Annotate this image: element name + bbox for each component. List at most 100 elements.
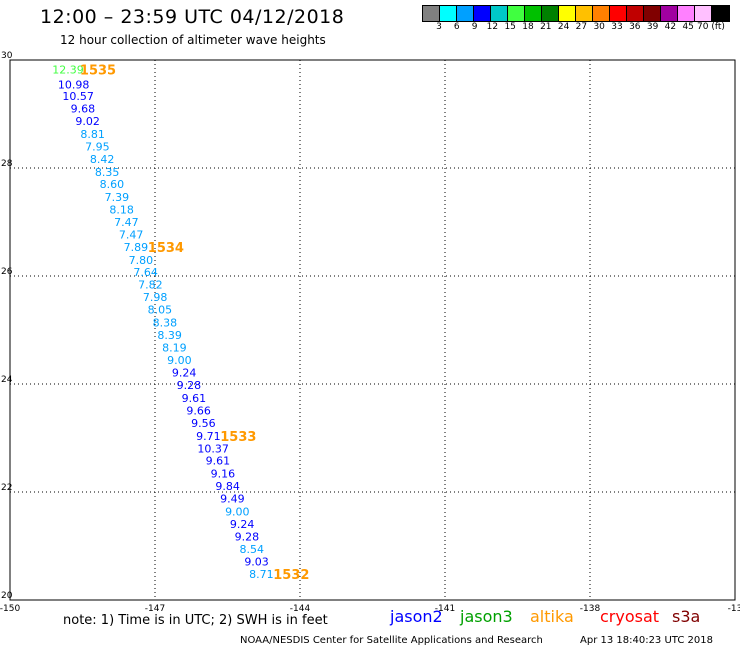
wave-height-value: 8.19 [162, 341, 187, 354]
legend-swatch [440, 6, 457, 21]
wave-height-value: 8.81 [80, 128, 105, 141]
wave-height-value: 7.98 [143, 291, 168, 304]
legend-swatch [576, 6, 593, 21]
legend-label: 39 [646, 22, 659, 32]
legend-swatch [559, 6, 576, 21]
legend-swatch [661, 6, 678, 21]
satellite-legend-item: s3a [672, 607, 701, 626]
satellite-legend-item: jason2 [390, 607, 443, 626]
legend-swatch [712, 6, 729, 21]
latitude-tick-label: 22 [1, 483, 12, 493]
wave-height-value: 9.24 [230, 518, 255, 531]
latitude-tick-label: 28 [1, 159, 13, 169]
wave-height-value: 12.39 [52, 64, 84, 77]
wave-height-value: 9.66 [186, 404, 211, 417]
wave-height-value: 9.84 [215, 480, 240, 493]
wave-height-value: 8.60 [100, 178, 125, 191]
wave-height-value: 8.42 [90, 153, 115, 166]
legend-label: 70 (ft) [697, 22, 725, 32]
wave-height-value: 7.47 [119, 228, 144, 241]
legend-label: 3 [436, 22, 442, 32]
wave-height-value: 9.16 [211, 468, 236, 481]
latitude-tick-label: 24 [1, 375, 13, 385]
wave-height-value: 9.28 [235, 530, 260, 543]
units-note: note: 1) Time is in UTC; 2) SWH is in fe… [63, 613, 328, 628]
legend-label: 18 [522, 22, 534, 32]
pass-number-label: 1533 [220, 430, 256, 445]
page-title: 12:00 – 23:59 UTC 04/12/2018 [40, 6, 345, 28]
page-subtitle: 12 hour collection of altimeter wave hei… [60, 33, 326, 47]
latitude-tick-label: 20 [1, 591, 13, 601]
legend-label: 42 [664, 22, 677, 32]
wave-height-value: 7.39 [105, 191, 130, 204]
wave-height-value: 7.82 [138, 279, 163, 292]
legend-label: 6 [453, 22, 460, 32]
legend-swatch [525, 6, 542, 21]
legend-label: 36 [629, 22, 641, 32]
color-legend-labels: 3 6 9 12 15 18 21 24 27 30 33 36 39 42 45 70 (ft) [422, 22, 740, 34]
wave-height-value: 7.47 [114, 216, 139, 229]
legend-label: 33 [611, 22, 623, 32]
satellite-legend-item: jason3 [460, 607, 513, 626]
legend-swatch [508, 6, 525, 21]
legend-label: 27 [575, 22, 588, 32]
legend-swatch [491, 6, 508, 21]
legend-swatch [423, 6, 440, 21]
legend-label: 30 [593, 22, 605, 32]
wave-height-value: 9.02 [75, 115, 100, 128]
wave-height-value: 10.37 [197, 442, 229, 455]
wave-height-value: 9.00 [225, 505, 250, 518]
wave-height-value: 9.68 [71, 103, 96, 116]
legend-label: 12 [486, 22, 499, 32]
wave-height-value: 8.39 [157, 329, 182, 342]
legend-label: 9 [471, 22, 478, 32]
color-legend-bar [422, 5, 730, 22]
timestamp-text: Apr 13 18:40:23 UTC 2018 [580, 635, 713, 646]
wave-height-value: 7.95 [85, 140, 110, 153]
wave-height-value: 9.61 [206, 455, 231, 468]
satellite-legend-item: altika [530, 607, 574, 626]
longitude-tick-label: -141 [435, 604, 455, 614]
longitude-tick-label: -147 [145, 604, 165, 614]
wave-height-value: 9.71 [196, 430, 221, 443]
longitude-tick-label: -13 [728, 604, 740, 614]
wave-height-value: 9.28 [177, 379, 202, 392]
legend-swatch [627, 6, 644, 21]
wave-height-value: 9.49 [220, 492, 245, 505]
wave-height-value: 9.03 [244, 556, 269, 569]
wave-height-value: 8.38 [153, 316, 178, 329]
legend-label: 21 [540, 22, 552, 32]
longitude-tick-label: -144 [290, 604, 311, 614]
pass-number-label: 1534 [148, 241, 184, 256]
wave-height-value: 7.89 [124, 241, 149, 254]
longitude-tick-label: -138 [580, 604, 601, 614]
legend-swatch [610, 6, 627, 21]
wave-height-value: 9.00 [167, 354, 192, 367]
pass-number-label: 1535 [80, 64, 116, 79]
legend-label: 15 [504, 22, 516, 32]
legend-swatch [542, 6, 559, 21]
wave-height-value: 8.18 [109, 204, 134, 217]
latitude-tick-label: 26 [1, 267, 13, 277]
wave-height-value: 10.98 [58, 78, 90, 91]
legend-swatch [644, 6, 661, 21]
wave-height-value: 10.57 [62, 90, 94, 103]
wave-height-value: 8.54 [240, 543, 265, 556]
legend-swatch [593, 6, 610, 21]
wave-height-value: 9.24 [172, 367, 197, 380]
wave-height-value: 7.80 [129, 254, 154, 267]
legend-swatch [695, 6, 712, 21]
wave-height-value: 8.71 [249, 568, 274, 581]
map-frame [9, 59, 736, 601]
longitude-tick-label: -150 [0, 604, 20, 614]
legend-swatch [457, 6, 474, 21]
legend-swatch [474, 6, 491, 21]
latitude-tick-label: 30 [1, 51, 13, 61]
legend-swatch [678, 6, 695, 21]
pass-number-label: 1532 [273, 568, 309, 583]
legend-label: 24 [557, 22, 570, 32]
satellite-legend-item: cryosat [600, 607, 660, 626]
legend-label: 45 [682, 22, 694, 32]
wave-height-value: 7.64 [133, 266, 158, 279]
wave-height-value: 8.35 [95, 166, 120, 179]
